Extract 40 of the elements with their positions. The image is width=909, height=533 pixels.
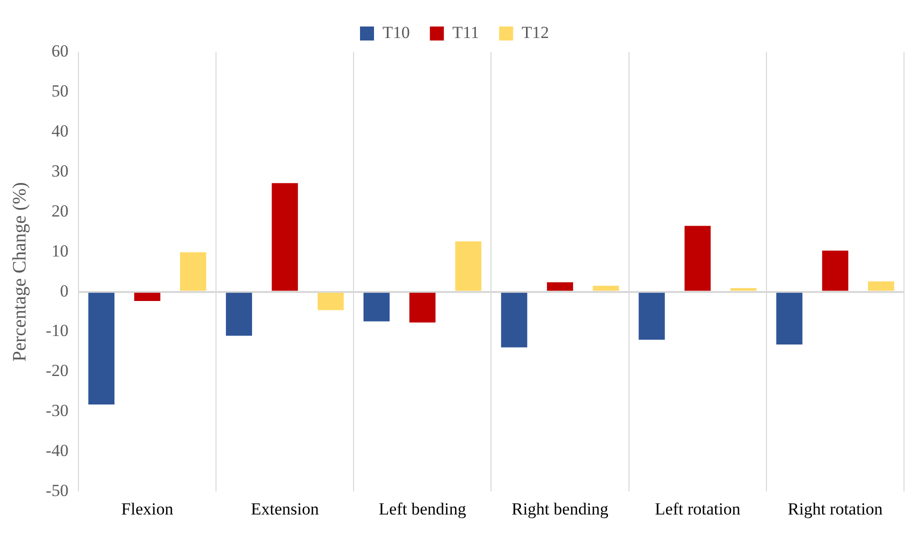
y-tick-label: 20 bbox=[51, 201, 68, 220]
bar bbox=[364, 292, 390, 322]
y-tick-label: 0 bbox=[60, 281, 68, 300]
y-tick-label: -20 bbox=[46, 361, 68, 380]
bar bbox=[546, 282, 574, 291]
legend-label: T10 bbox=[382, 22, 410, 42]
y-axis-title: Percentage Change (%) bbox=[9, 182, 30, 362]
bar bbox=[638, 292, 665, 340]
y-tick-label: 60 bbox=[51, 41, 68, 60]
y-tick-label: 10 bbox=[51, 241, 68, 260]
bar bbox=[868, 281, 894, 291]
bar bbox=[226, 292, 252, 336]
y-tick-label: -10 bbox=[46, 321, 68, 340]
y-tick-label: 40 bbox=[51, 121, 68, 140]
bar bbox=[134, 292, 160, 301]
bar bbox=[822, 250, 848, 291]
bar bbox=[684, 226, 711, 291]
bar bbox=[180, 252, 206, 291]
y-tick-label: -30 bbox=[46, 401, 68, 420]
y-tick-label: 30 bbox=[51, 161, 68, 180]
x-tick-label: Extension bbox=[250, 499, 320, 518]
bar bbox=[501, 292, 528, 348]
bar bbox=[409, 292, 436, 323]
y-tick-label: -40 bbox=[46, 441, 68, 460]
x-tick-label: Right bending bbox=[512, 499, 609, 518]
bar bbox=[88, 292, 114, 404]
bar bbox=[730, 288, 757, 291]
legend-label: T11 bbox=[452, 22, 480, 42]
bar bbox=[776, 292, 802, 345]
x-tick-label: Left rotation bbox=[654, 499, 741, 518]
bar bbox=[272, 183, 298, 291]
y-tick-label: -50 bbox=[46, 481, 68, 500]
bar bbox=[455, 241, 482, 291]
bar bbox=[318, 292, 344, 310]
bar bbox=[592, 286, 619, 291]
x-tick-label: Left bending bbox=[378, 499, 467, 518]
x-tick-label: Flexion bbox=[121, 499, 174, 518]
x-tick-label: Right rotation bbox=[788, 499, 884, 518]
legend-label: T12 bbox=[522, 22, 550, 42]
y-tick-label: 50 bbox=[51, 81, 68, 100]
